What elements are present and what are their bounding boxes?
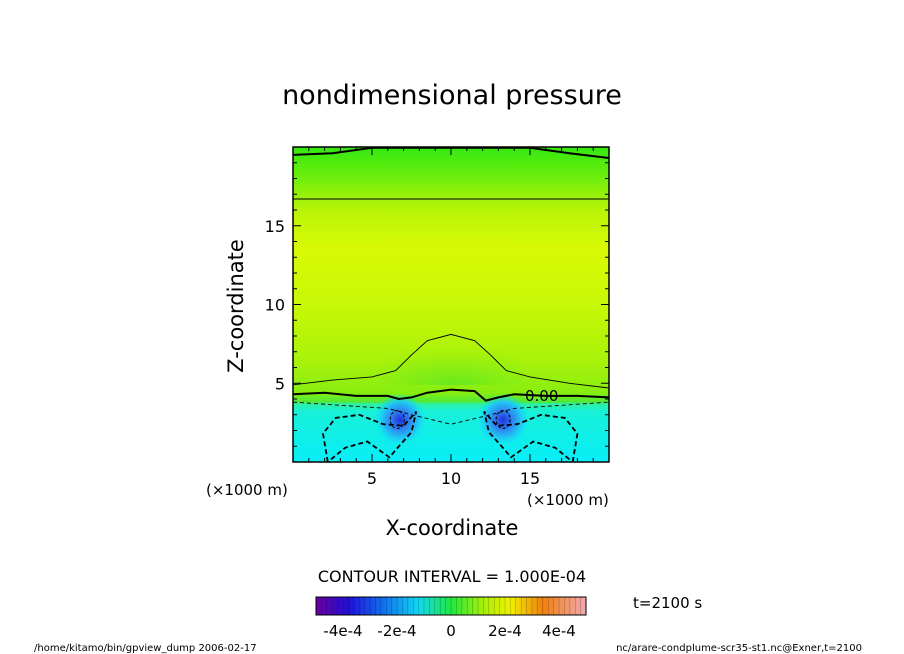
plot-area (293, 147, 609, 462)
footer-right-source: nc/arare-condplume-scr35-st1.nc@Exner,t=… (616, 643, 862, 654)
chart-title: nondimensional pressure (282, 80, 622, 111)
negative-cell-core-contour-1 (495, 409, 511, 429)
zero-contour-label: 0.00 (525, 387, 558, 405)
z-tick-label: 5 (275, 374, 285, 393)
contour-line-4 (293, 401, 609, 425)
contour-interval-label: CONTOUR INTERVAL = 1.000E-04 (318, 567, 586, 586)
colorbar-tick-label: -2e-4 (377, 622, 416, 640)
z-tick-label: 10 (265, 296, 285, 315)
x-tick-label: 10 (441, 469, 461, 488)
contour-line-3 (293, 388, 609, 402)
colorbar-tick-label: 2e-4 (488, 622, 522, 640)
x-axis-unit: (×1000 m) (527, 491, 609, 509)
left-low-cell-shading (374, 394, 426, 446)
colorbar-tick-label: 4e-4 (542, 622, 576, 640)
negative-cell-core-contour-0 (389, 409, 405, 429)
z-axis-label: Z-coordinate (224, 239, 248, 373)
contour-line-2 (293, 333, 609, 389)
x-tick-label: 15 (520, 469, 540, 488)
field-background (293, 147, 609, 462)
negative-cell-outer-contour-1 (483, 411, 579, 462)
z-tick-label: 15 (265, 217, 285, 236)
central-dome-shading (380, 330, 526, 385)
z-axis-unit: (×1000 m) (206, 481, 288, 499)
negative-cell-outer-contour-0 (322, 411, 418, 462)
right-low-cell-shading (477, 394, 529, 446)
colorbar-tick-label: 0 (446, 622, 456, 640)
colorbar-tick-label: -4e-4 (323, 622, 362, 640)
time-label: t=2100 s (633, 594, 702, 612)
colorbar (315, 596, 587, 616)
footer-left-path: /home/kitamo/bin/gpview_dump 2006-02-17 (34, 643, 257, 654)
x-tick-label: 5 (367, 469, 377, 488)
x-axis-label: X-coordinate (386, 516, 519, 540)
